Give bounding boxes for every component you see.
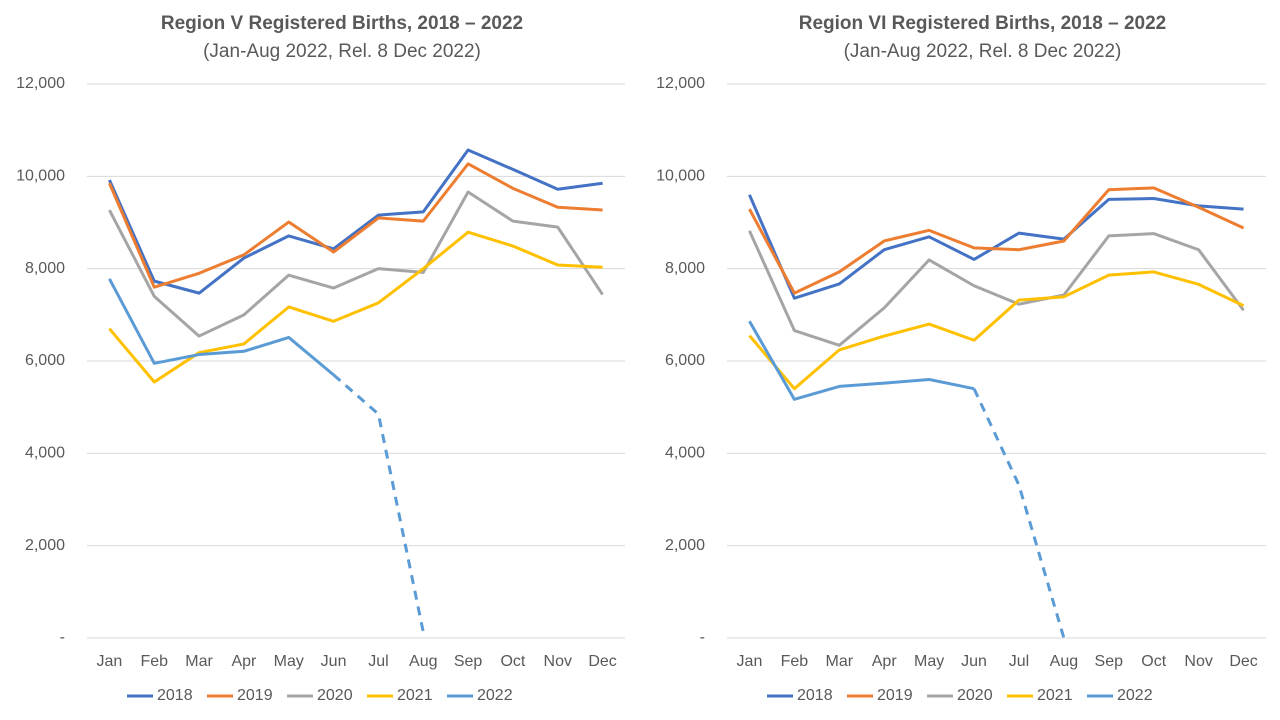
legend-label: 2021 [1037, 687, 1073, 704]
legend-label: 2020 [317, 687, 353, 704]
x-tick-label: Apr [872, 653, 898, 670]
y-tick-label: 4,000 [25, 445, 65, 462]
legend-label: 2018 [157, 687, 193, 704]
legend-label: 2021 [397, 687, 433, 704]
x-tick-label: Dec [588, 653, 616, 670]
y-tick-label: 10,000 [16, 168, 65, 185]
series-line [748, 270, 1245, 391]
x-tick-label: Jan [737, 653, 763, 670]
y-tick-label: 2,000 [25, 537, 65, 554]
y-tick-label: 8,000 [665, 260, 705, 277]
x-tick-label: Feb [781, 653, 809, 670]
series-line-dashed [332, 373, 425, 633]
series-line [108, 148, 603, 295]
x-tick-label: May [274, 653, 304, 670]
y-tick-label: 10,000 [656, 168, 705, 185]
legend-label: 2022 [1117, 687, 1153, 704]
legend-label: 2019 [877, 687, 913, 704]
y-tick-label: - [700, 629, 705, 646]
y-tick-label: 8,000 [25, 260, 65, 277]
series-line [108, 162, 603, 289]
series-line [748, 194, 1244, 300]
series-line [108, 230, 603, 384]
y-tick-label: 6,000 [25, 352, 65, 369]
y-tick-label: 12,000 [656, 75, 705, 92]
x-tick-label: Nov [544, 653, 572, 670]
x-tick-label: Feb [140, 653, 168, 670]
x-tick-label: Dec [1229, 653, 1257, 670]
x-tick-label: Jan [97, 653, 123, 670]
x-tick-label: Aug [409, 653, 437, 670]
x-tick-label: May [914, 653, 944, 670]
x-tick-label: Jul [368, 653, 388, 670]
x-tick-label: Aug [1050, 653, 1078, 670]
series-line-dashed [972, 388, 1066, 639]
y-tick-label: - [60, 629, 65, 646]
y-tick-label: 2,000 [665, 537, 705, 554]
legend-label: 2022 [477, 687, 513, 704]
series-line [108, 278, 335, 377]
y-tick-label: 6,000 [665, 352, 705, 369]
x-tick-label: Sep [454, 653, 483, 670]
x-tick-label: Apr [231, 653, 257, 670]
series-line [108, 190, 604, 338]
chart-subtitle: (Jan-Aug 2022, Rel. 8 Dec 2022) [203, 41, 481, 62]
y-tick-label: 4,000 [665, 445, 705, 462]
chart-title: Region VI Registered Births, 2018 – 2022 [799, 13, 1167, 34]
x-tick-label: Mar [826, 653, 854, 670]
x-tick-label: Jun [321, 653, 347, 670]
x-tick-label: Jul [1009, 653, 1029, 670]
x-tick-label: Mar [185, 653, 213, 670]
x-tick-label: Oct [500, 653, 525, 670]
x-tick-label: Sep [1095, 653, 1124, 670]
legend-label: 2018 [797, 687, 833, 704]
legend-label: 2019 [237, 687, 273, 704]
series-line [748, 230, 1245, 347]
x-tick-label: Nov [1184, 653, 1212, 670]
x-tick-label: Oct [1141, 653, 1166, 670]
chart-subtitle: (Jan-Aug 2022, Rel. 8 Dec 2022) [844, 41, 1122, 62]
legend-label: 2020 [957, 687, 993, 704]
y-tick-label: 12,000 [16, 75, 65, 92]
series-line [748, 320, 975, 401]
chart-title: Region V Registered Births, 2018 – 2022 [161, 13, 523, 34]
series-line [748, 186, 1245, 295]
x-tick-label: Jun [961, 653, 987, 670]
